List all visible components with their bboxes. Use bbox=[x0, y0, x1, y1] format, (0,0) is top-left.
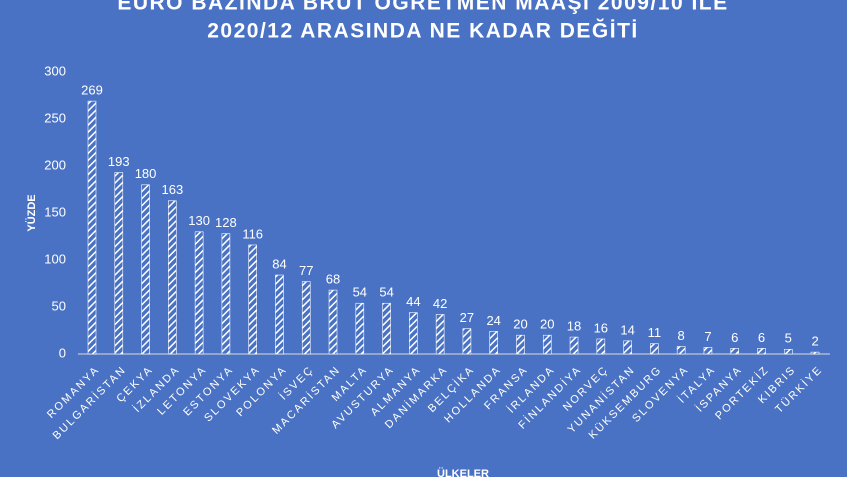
value-label: 84 bbox=[272, 256, 286, 271]
bar bbox=[650, 343, 659, 355]
value-label: 6 bbox=[731, 330, 738, 345]
y-tick-label: 0 bbox=[59, 345, 66, 360]
bar bbox=[248, 244, 257, 355]
bar bbox=[435, 314, 445, 355]
y-tick-label: 200 bbox=[44, 157, 66, 172]
value-label: 128 bbox=[215, 215, 237, 230]
bar bbox=[114, 172, 124, 355]
bar bbox=[489, 331, 499, 355]
value-label: 16 bbox=[594, 320, 608, 335]
y-tick-label: 150 bbox=[44, 204, 66, 219]
bar bbox=[783, 348, 793, 355]
y-tick-label: 50 bbox=[52, 298, 66, 313]
value-label: 54 bbox=[353, 285, 367, 300]
value-label: 54 bbox=[379, 285, 393, 300]
bar bbox=[462, 328, 472, 355]
bar bbox=[382, 302, 391, 355]
value-label: 130 bbox=[188, 213, 210, 228]
value-label: 20 bbox=[513, 317, 527, 332]
bar bbox=[275, 274, 284, 355]
value-label: 163 bbox=[161, 182, 183, 197]
value-label: 20 bbox=[540, 317, 554, 332]
bar bbox=[810, 351, 820, 355]
bar bbox=[328, 289, 338, 355]
value-label: 77 bbox=[299, 263, 313, 278]
bar bbox=[168, 200, 177, 355]
bar bbox=[87, 100, 97, 355]
value-label: 11 bbox=[648, 325, 662, 340]
bar bbox=[623, 340, 632, 355]
bar bbox=[194, 231, 204, 355]
value-label: 24 bbox=[486, 313, 500, 328]
value-label: 193 bbox=[108, 154, 130, 169]
value-label: 7 bbox=[704, 329, 711, 344]
y-axis-title: YÜZDE bbox=[25, 194, 38, 231]
chart-title: EURO BAZINDA BRÜT ÖĞRETMEN MAAŞI 2009/10… bbox=[117, 0, 728, 15]
bar bbox=[730, 348, 740, 355]
value-label: 180 bbox=[135, 166, 157, 181]
value-label: 116 bbox=[242, 226, 263, 241]
value-label: 5 bbox=[785, 331, 792, 346]
bar bbox=[301, 281, 311, 355]
bar bbox=[757, 348, 766, 355]
value-label: 18 bbox=[567, 319, 581, 334]
bar bbox=[141, 184, 150, 355]
value-label: 269 bbox=[81, 83, 103, 98]
bar bbox=[703, 347, 713, 355]
y-tick-label: 250 bbox=[44, 110, 66, 125]
bar bbox=[596, 338, 606, 355]
value-label: 42 bbox=[433, 296, 447, 311]
value-label: 68 bbox=[326, 272, 340, 287]
x-axis-title: ÜLKELER bbox=[437, 467, 489, 477]
bar bbox=[676, 346, 686, 355]
value-label: 6 bbox=[758, 330, 765, 345]
bar bbox=[516, 334, 525, 355]
bar bbox=[569, 336, 579, 355]
bar bbox=[409, 312, 418, 355]
chart-title: 2020/12 ARASINDA NE KADAR DEĞİTİ bbox=[207, 19, 639, 43]
bar bbox=[542, 334, 552, 355]
y-tick-label: 300 bbox=[44, 63, 66, 78]
value-label: 44 bbox=[406, 294, 420, 309]
value-label: 2 bbox=[811, 334, 818, 349]
value-label: 14 bbox=[620, 322, 634, 337]
value-label: 27 bbox=[460, 310, 474, 325]
bar bbox=[355, 302, 365, 355]
y-tick-label: 100 bbox=[44, 251, 66, 266]
bar bbox=[221, 233, 231, 355]
value-label: 8 bbox=[678, 328, 685, 343]
